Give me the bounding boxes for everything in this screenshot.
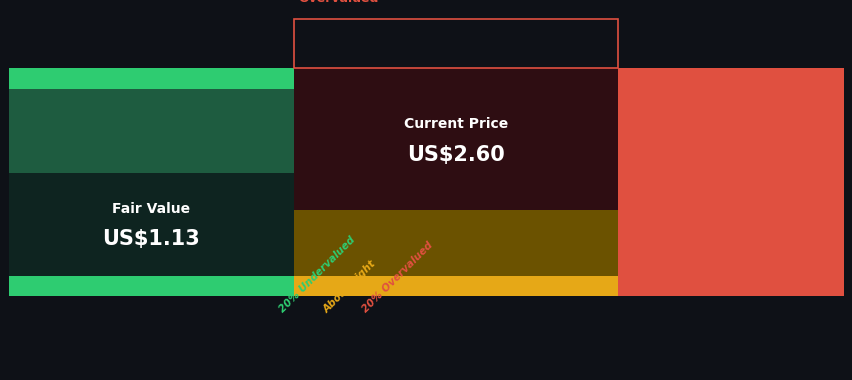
- Text: About Right: About Right: [321, 258, 377, 315]
- Bar: [294, 68, 618, 296]
- Bar: [618, 68, 843, 296]
- Bar: [294, 19, 618, 68]
- Text: 20% Undervalued: 20% Undervalued: [277, 235, 356, 315]
- Bar: [294, 68, 618, 211]
- Text: Overvalued: Overvalued: [298, 0, 378, 5]
- Bar: [294, 89, 618, 276]
- Text: US$2.60: US$2.60: [407, 144, 504, 165]
- Text: Current Price: Current Price: [404, 117, 508, 131]
- Bar: [9, 173, 294, 276]
- Bar: [9, 68, 294, 296]
- Bar: [9, 89, 294, 276]
- Text: 20% Overvalued: 20% Overvalued: [360, 241, 434, 315]
- Text: Fair Value: Fair Value: [112, 202, 190, 216]
- Text: US$1.13: US$1.13: [102, 230, 200, 250]
